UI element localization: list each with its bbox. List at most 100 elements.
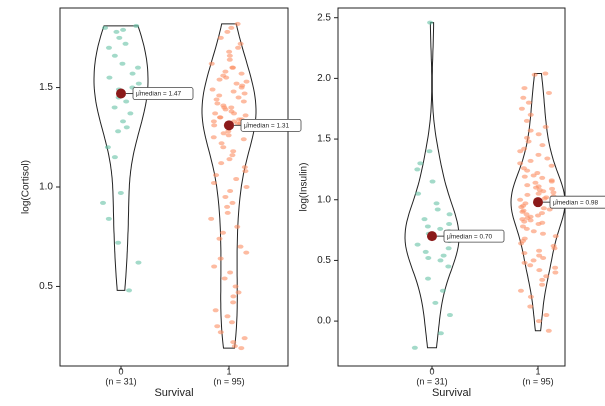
data-point — [437, 226, 444, 231]
median-label: μ̂median = 0.98 — [553, 199, 599, 206]
data-point — [426, 149, 433, 154]
data-point — [440, 253, 447, 258]
y-tick-label: 0.5 — [317, 255, 331, 266]
data-point — [229, 200, 236, 205]
data-point — [120, 27, 127, 32]
x-subtitle: (n = 31) — [416, 376, 447, 386]
data-point — [445, 246, 452, 251]
x-subtitle: (n = 95) — [522, 376, 553, 386]
data-point — [217, 115, 224, 120]
data-point — [217, 330, 224, 335]
data-point — [517, 149, 524, 154]
data-point — [230, 300, 237, 305]
data-point — [224, 210, 231, 215]
data-point — [238, 85, 245, 90]
median-label-box — [443, 229, 505, 243]
median-label-box — [240, 118, 302, 132]
data-point — [230, 294, 237, 299]
data-point — [227, 270, 234, 275]
data-point — [235, 290, 242, 295]
data-point — [122, 41, 129, 46]
data-point — [238, 71, 245, 76]
data-point — [535, 152, 542, 157]
data-point — [127, 111, 134, 116]
data-point — [123, 99, 130, 104]
data-point — [230, 65, 237, 70]
data-point — [540, 255, 547, 260]
data-point — [535, 222, 542, 227]
data-point — [222, 69, 229, 74]
data-point — [539, 282, 546, 287]
data-point — [208, 61, 215, 66]
data-point — [218, 141, 225, 146]
data-point — [225, 129, 232, 134]
data-point — [119, 61, 126, 66]
data-point — [224, 29, 231, 34]
data-point — [542, 124, 549, 129]
median-label-box — [549, 195, 605, 209]
data-point — [530, 229, 537, 234]
data-point — [111, 53, 118, 58]
data-point — [446, 313, 453, 318]
data-point — [421, 217, 428, 222]
data-point — [541, 196, 548, 201]
median-label-box — [132, 87, 194, 100]
data-point — [414, 242, 421, 247]
data-point — [517, 197, 524, 202]
data-point — [234, 224, 241, 229]
data-point — [111, 155, 118, 160]
violin — [201, 23, 257, 349]
data-point — [551, 246, 558, 251]
data-point — [220, 131, 227, 136]
data-point — [230, 149, 237, 154]
data-point — [424, 224, 431, 229]
data-point — [549, 186, 556, 191]
data-point — [230, 340, 237, 345]
data-point — [542, 71, 549, 76]
median-point — [116, 88, 126, 99]
data-point — [212, 111, 219, 116]
data-point — [425, 276, 432, 281]
median-label: μ̂median = 1.31 — [244, 123, 290, 130]
median-point — [224, 120, 234, 131]
data-point — [527, 128, 534, 133]
data-point — [422, 249, 429, 254]
data-point — [212, 308, 219, 313]
data-point — [231, 111, 238, 116]
data-point — [226, 49, 233, 54]
data-point — [235, 45, 242, 50]
data-point — [531, 72, 538, 77]
violin — [93, 25, 149, 291]
plot-frame — [59, 7, 289, 367]
data-point — [126, 288, 133, 293]
data-point — [432, 300, 439, 305]
data-point — [523, 212, 530, 217]
y-tick-label: 1.5 — [317, 134, 331, 145]
median-label: μ̂median = 0.70 — [447, 233, 493, 240]
data-point — [228, 25, 235, 30]
data-point — [226, 53, 233, 58]
data-point — [518, 106, 525, 111]
data-point — [217, 35, 224, 40]
data-point — [106, 75, 113, 80]
data-point — [530, 258, 537, 263]
data-point — [210, 119, 217, 124]
data-point — [242, 113, 249, 118]
data-point — [217, 256, 224, 261]
data-point — [534, 171, 541, 176]
data-point — [521, 219, 528, 224]
data-point — [226, 157, 233, 162]
data-point — [242, 169, 249, 174]
data-point — [233, 177, 240, 182]
data-point — [221, 276, 228, 281]
data-point — [230, 89, 237, 94]
data-point — [243, 250, 250, 255]
data-point — [536, 253, 543, 258]
y-tick-label: 0.0 — [317, 316, 331, 327]
data-point — [223, 75, 230, 80]
x-tick-label: 1 — [226, 366, 231, 376]
y-tick-label: 0.5 — [39, 281, 53, 292]
data-point — [518, 205, 525, 210]
data-point — [216, 77, 223, 82]
